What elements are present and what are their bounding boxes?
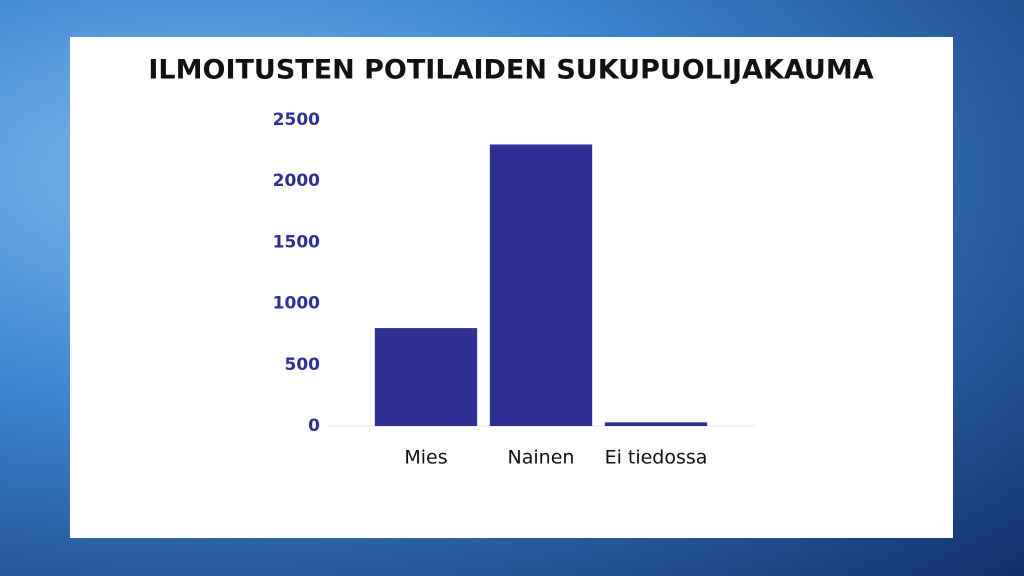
- x-tick-label: Mies: [404, 447, 447, 469]
- bar: [374, 328, 478, 426]
- y-tick-label: 0: [308, 416, 320, 436]
- y-tick-label: 1000: [273, 294, 320, 314]
- y-tick-label: 2000: [273, 171, 320, 191]
- y-tick-label: 1500: [273, 232, 320, 252]
- x-tick-label: Ei tiedossa: [605, 447, 708, 469]
- x-tick-label: Nainen: [508, 447, 575, 469]
- y-tick-label: 2500: [273, 110, 320, 130]
- y-tick-label: 500: [285, 355, 321, 375]
- bar: [604, 422, 708, 426]
- bar: [489, 144, 593, 427]
- chart-title: ILMOITUSTEN POTILAIDEN SUKUPUOLIJAKAUMA: [148, 55, 873, 86]
